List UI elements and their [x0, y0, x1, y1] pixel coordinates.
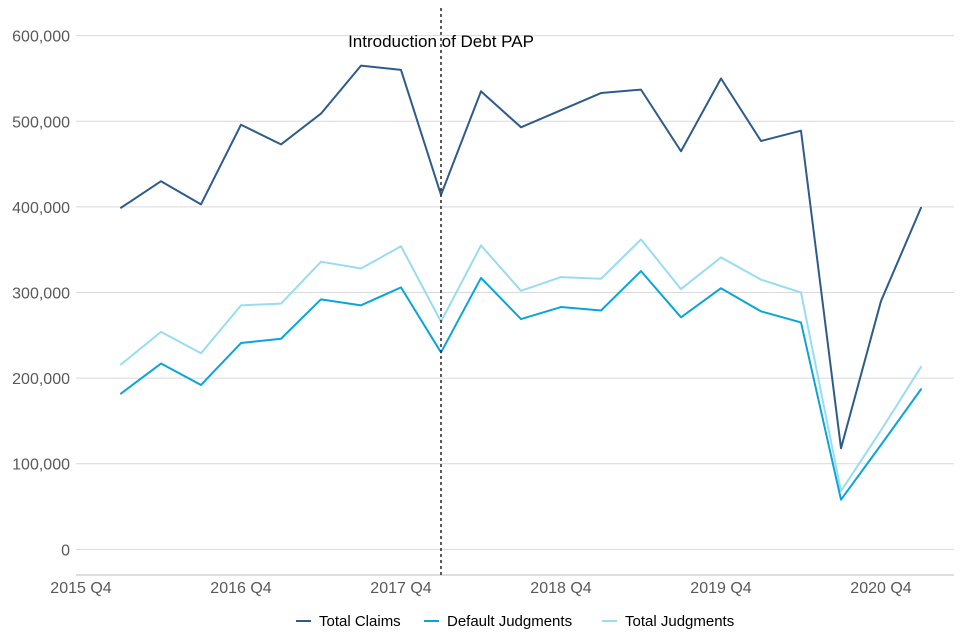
series-layer	[120, 64, 922, 501]
y-tick-label: 300,000	[12, 286, 70, 303]
x-tick-label: 2020 Q4	[850, 580, 911, 597]
series-line-total-claims	[120, 64, 922, 450]
y-tick-label: 400,000	[12, 200, 70, 217]
x-tick-label: 2015 Q4	[50, 580, 111, 597]
y-tick-label: 200,000	[12, 371, 70, 388]
legend-label: Total Claims	[319, 613, 401, 630]
legend-label: Default Judgments	[447, 613, 572, 630]
legend-label: Total Judgments	[625, 613, 734, 630]
y-tick-label: 500,000	[12, 114, 70, 131]
y-tick-label: 0	[61, 542, 70, 559]
x-tick-label: 2019 Q4	[690, 580, 751, 597]
y-tick-label: 600,000	[12, 29, 70, 46]
x-tick-label: 2018 Q4	[530, 580, 591, 597]
series-line-total-judgments	[120, 238, 922, 493]
annotation-layer: Introduction of Debt PAP	[348, 8, 534, 575]
x-tick-label: 2017 Q4	[370, 580, 431, 597]
annotation-label: Introduction of Debt PAP	[348, 32, 534, 51]
y-tick-label: 100,000	[12, 457, 70, 474]
series-line-default-judgments	[120, 270, 922, 501]
legend: Total Claims Default Judgments Total Judgm…	[296, 613, 734, 630]
x-tick-label: 2016 Q4	[210, 580, 271, 597]
axis-layer: 0 100,000 200,000 300,000 400,000 500,000 600,…	[12, 29, 954, 597]
